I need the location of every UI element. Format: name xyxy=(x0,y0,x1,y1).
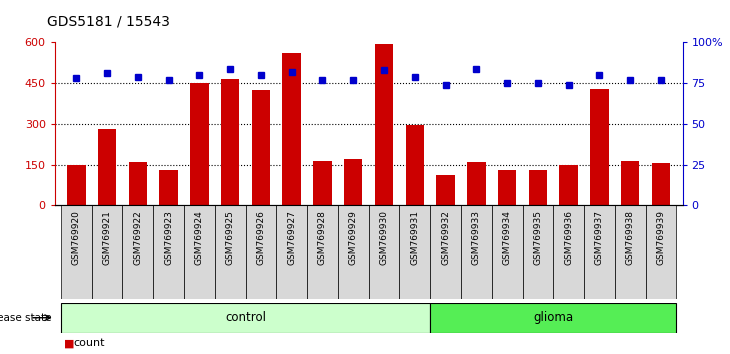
Bar xyxy=(406,125,424,205)
FancyBboxPatch shape xyxy=(184,205,215,299)
Text: GSM769926: GSM769926 xyxy=(256,210,266,265)
Text: GSM769937: GSM769937 xyxy=(595,210,604,265)
FancyBboxPatch shape xyxy=(399,205,430,299)
FancyBboxPatch shape xyxy=(338,205,369,299)
FancyBboxPatch shape xyxy=(430,205,461,299)
Text: GSM769927: GSM769927 xyxy=(287,210,296,265)
FancyBboxPatch shape xyxy=(307,205,338,299)
Text: GSM769924: GSM769924 xyxy=(195,210,204,265)
FancyBboxPatch shape xyxy=(215,205,245,299)
Bar xyxy=(283,53,301,205)
Bar xyxy=(467,162,485,205)
Text: GSM769933: GSM769933 xyxy=(472,210,481,265)
Bar xyxy=(559,165,578,205)
Text: GSM769923: GSM769923 xyxy=(164,210,173,265)
Text: GSM769932: GSM769932 xyxy=(441,210,450,265)
Text: GDS5181 / 15543: GDS5181 / 15543 xyxy=(47,14,170,28)
Bar xyxy=(344,159,363,205)
Bar xyxy=(159,170,178,205)
Text: GSM769928: GSM769928 xyxy=(318,210,327,265)
FancyBboxPatch shape xyxy=(245,205,277,299)
Bar xyxy=(591,88,609,205)
FancyBboxPatch shape xyxy=(430,303,677,333)
Text: GSM769922: GSM769922 xyxy=(134,210,142,265)
Text: ■: ■ xyxy=(64,338,74,348)
Text: control: control xyxy=(225,311,266,324)
Text: GSM769935: GSM769935 xyxy=(534,210,542,265)
FancyBboxPatch shape xyxy=(553,205,584,299)
Text: GSM769920: GSM769920 xyxy=(72,210,81,265)
Bar xyxy=(374,44,393,205)
FancyBboxPatch shape xyxy=(523,205,553,299)
Bar xyxy=(128,162,147,205)
Bar xyxy=(221,79,239,205)
Text: GSM769921: GSM769921 xyxy=(103,210,112,265)
FancyBboxPatch shape xyxy=(584,205,615,299)
Bar xyxy=(67,165,85,205)
Bar xyxy=(529,170,548,205)
FancyBboxPatch shape xyxy=(492,205,523,299)
Text: GSM769939: GSM769939 xyxy=(656,210,666,265)
FancyBboxPatch shape xyxy=(461,205,492,299)
Bar xyxy=(498,170,516,205)
FancyBboxPatch shape xyxy=(277,205,307,299)
FancyBboxPatch shape xyxy=(645,205,677,299)
Bar xyxy=(252,90,270,205)
FancyBboxPatch shape xyxy=(61,205,92,299)
Bar xyxy=(652,163,670,205)
Bar xyxy=(313,161,331,205)
Bar xyxy=(621,161,639,205)
FancyBboxPatch shape xyxy=(153,205,184,299)
Bar xyxy=(190,83,209,205)
FancyBboxPatch shape xyxy=(61,303,430,333)
FancyBboxPatch shape xyxy=(123,205,153,299)
Text: GSM769925: GSM769925 xyxy=(226,210,234,265)
FancyBboxPatch shape xyxy=(369,205,399,299)
Text: GSM769934: GSM769934 xyxy=(503,210,512,265)
Text: GSM769938: GSM769938 xyxy=(626,210,634,265)
Text: disease state: disease state xyxy=(0,313,51,323)
Text: GSM769936: GSM769936 xyxy=(564,210,573,265)
Bar xyxy=(98,129,116,205)
Bar xyxy=(437,176,455,205)
FancyBboxPatch shape xyxy=(615,205,645,299)
Text: count: count xyxy=(73,338,104,348)
FancyBboxPatch shape xyxy=(92,205,123,299)
Text: GSM769931: GSM769931 xyxy=(410,210,419,265)
Text: GSM769929: GSM769929 xyxy=(349,210,358,265)
Text: GSM769930: GSM769930 xyxy=(380,210,388,265)
Text: glioma: glioma xyxy=(533,311,573,324)
